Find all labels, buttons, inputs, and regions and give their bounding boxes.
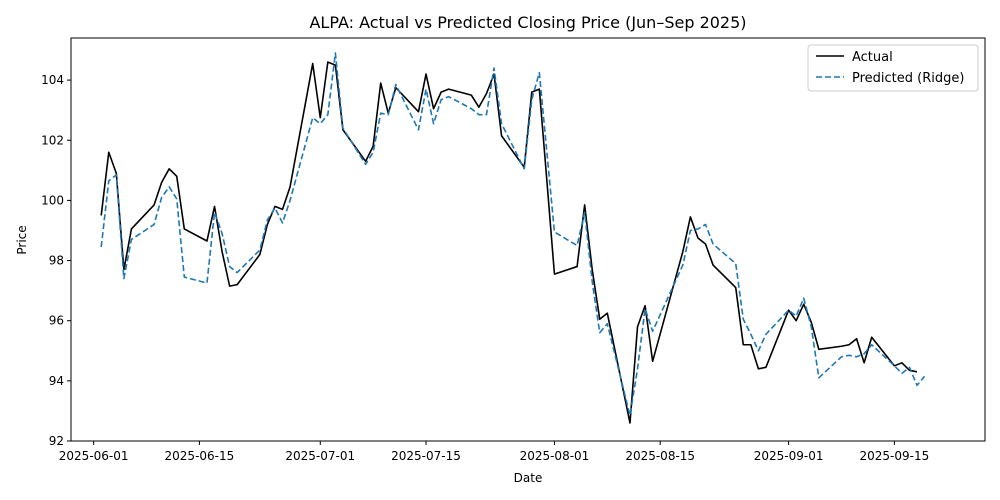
x-tick-label: 2025-09-01: [754, 449, 824, 463]
x-tick-label: 2025-09-15: [859, 449, 929, 463]
chart-title: ALPA: Actual vs Predicted Closing Price …: [309, 13, 746, 32]
y-tick-label: 92: [49, 434, 64, 448]
x-tick-label: 2025-07-01: [285, 449, 355, 463]
x-tick-label: 2025-06-15: [165, 449, 235, 463]
x-axis-title: Date: [514, 471, 543, 485]
legend-label: Actual: [852, 50, 893, 65]
y-tick-label: 104: [41, 73, 64, 87]
y-tick-label: 98: [49, 254, 64, 268]
y-tick-label: 94: [49, 374, 64, 388]
legend-label: Predicted (Ridge): [852, 71, 964, 86]
legend-box: [807, 44, 979, 92]
y-tick-label: 102: [41, 133, 64, 147]
plot-lines: [100, 52, 926, 424]
y-tick-label: 96: [49, 314, 64, 328]
x-axis: 2025-06-01 2025-06-15 2025-07-01 2025-07-15…: [59, 441, 929, 463]
y-axis: 92 94 96 98 100 102 104: [41, 73, 71, 448]
x-tick-label: 2025-07-15: [391, 449, 461, 463]
plot-frame: [70, 37, 986, 442]
x-tick-label: 2025-08-15: [625, 449, 695, 463]
x-tick-label: 2025-08-01: [520, 449, 590, 463]
y-axis-title: Price: [15, 225, 29, 254]
legend: Actual Predicted (Ridge): [807, 44, 979, 92]
x-tick-label: 2025-06-01: [59, 449, 129, 463]
y-tick-label: 100: [41, 193, 64, 207]
series-line-predicted: [100, 52, 926, 417]
